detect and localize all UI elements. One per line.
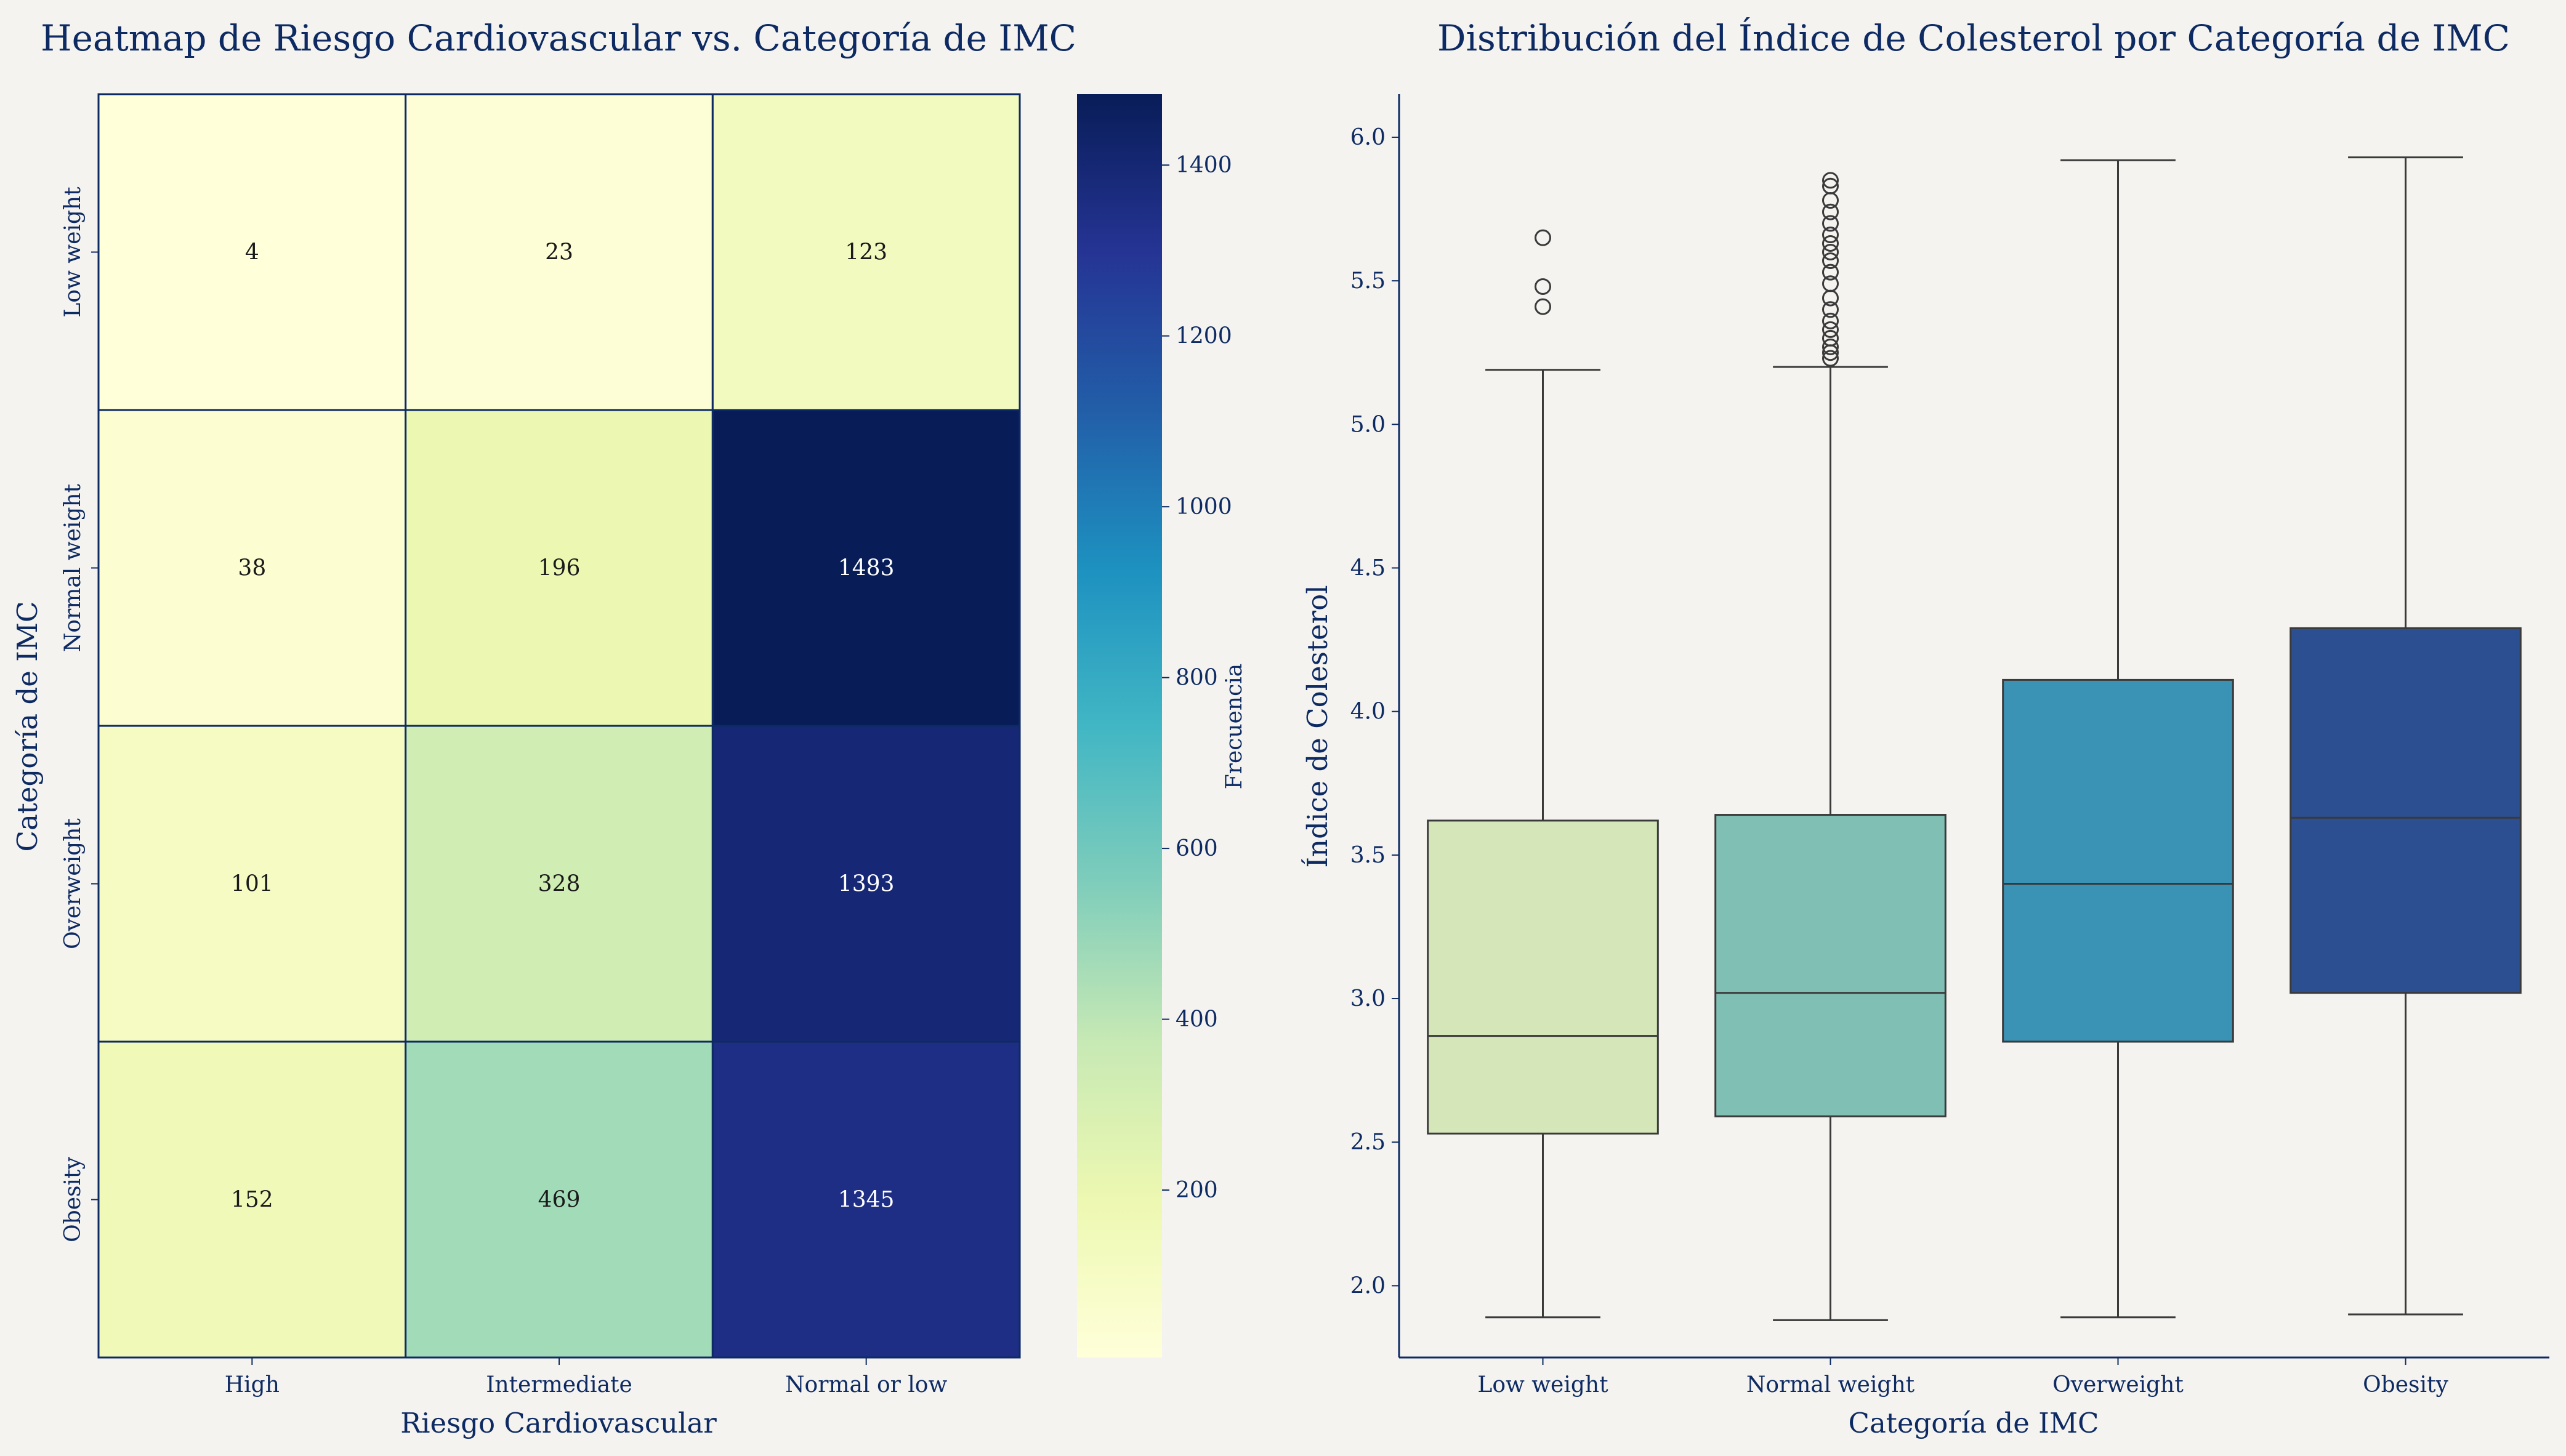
boxplot-x-tick-label: Low weight (1477, 1372, 1608, 1398)
boxplot-y-ticks: 2.0 2.5 3.0 3.5 4.0 4.5 5.0 5.5 6.0 (1350, 125, 1399, 1298)
boxplot-y-tick-label: 5.5 (1350, 268, 1386, 294)
boxplot-y-tick-label: 6.0 (1350, 125, 1386, 150)
heatmap-y-tick-label: Overweight (60, 818, 86, 949)
heatmap-cell (97, 409, 407, 727)
heatmap-cell (97, 93, 407, 411)
outlier-point (1822, 215, 1839, 232)
box-iqr (2002, 678, 2234, 1043)
heatmap-y-tick-label: Low weight (60, 187, 86, 318)
heatmap-cell-value: 196 (538, 556, 581, 581)
boxplot-x-ticks: Low weight Normal weight Overweight Obesity (1477, 1357, 2448, 1398)
box-overweight (2002, 159, 2234, 1319)
box-obesity (2290, 156, 2522, 1316)
boxplot-y-tick-label: 2.0 (1350, 1273, 1386, 1298)
heatmap-y-ticks: Low weight Normal weight Overweight Obesity (60, 187, 99, 1242)
heatmap-cell (97, 725, 407, 1043)
heatmap-cell-value: 38 (238, 556, 266, 581)
outlier-point (1822, 203, 1839, 220)
heatmap-cells: 4 23 123 38 196 1483 101 328 1393 152 469 1345 (97, 93, 1021, 1359)
heatmap-x-tick-label: High (225, 1372, 280, 1398)
colorbar-tick-label: 600 (1176, 836, 1218, 861)
heatmap-cell (711, 93, 1021, 411)
outlier-point (1535, 278, 1551, 295)
colorbar-label: Frecuencia (1222, 664, 1247, 789)
boxplot-x-axis-label: Categoría de IMC (1849, 1407, 2099, 1439)
outlier-point (1822, 235, 1839, 252)
heatmap-cell (405, 409, 714, 727)
outlier-point (1822, 252, 1839, 269)
boxplot-y-tick-label: 3.5 (1350, 843, 1386, 868)
heatmap-cell-value: 469 (538, 1188, 581, 1213)
heatmap-title: Heatmap de Riesgo Cardiovascular vs. Cat… (41, 17, 1076, 59)
box-normal-weight (1714, 172, 1947, 1321)
heatmap-cell (405, 93, 714, 411)
outlier-point (1822, 227, 1839, 244)
boxplot-x-tick-label: Obesity (2363, 1372, 2448, 1398)
heatmap-cell-value: 101 (231, 872, 273, 897)
boxplot-y-tick-label: 3.0 (1350, 986, 1386, 1012)
outlier-point (1822, 177, 1839, 195)
colorbar (1077, 94, 1162, 1357)
outlier-point (1822, 312, 1839, 329)
boxplot-title: Distribución del Índice de Colesterol po… (1437, 17, 2510, 59)
heatmap-y-axis-label: Categoría de IMC (11, 601, 44, 852)
heatmap-cell-value: 4 (245, 240, 259, 265)
outlier-point (1822, 263, 1839, 281)
heatmap-cell-value: 152 (231, 1188, 273, 1213)
outlier-point (1535, 298, 1551, 315)
heatmap-cell-value: 123 (845, 240, 887, 265)
outlier-point (1822, 329, 1839, 347)
boxplot-y-tick-label: 4.0 (1350, 699, 1386, 725)
outlier-point (1822, 338, 1839, 355)
outlier-point (1822, 244, 1839, 260)
heatmap-cell (711, 1040, 1021, 1359)
colorbar-tick-label: 1400 (1176, 153, 1232, 178)
colorbar-tick-label: 400 (1176, 1007, 1218, 1032)
outlier-point (1822, 301, 1839, 318)
outlier-point (1822, 172, 1839, 189)
box-iqr (1427, 819, 1659, 1135)
box-low-weight (1427, 229, 1659, 1319)
heatmap-x-tick-label: Normal or low (785, 1372, 947, 1398)
box-iqr (1714, 814, 1947, 1117)
heatmap-cell-value: 1393 (838, 872, 895, 897)
outlier-point (1822, 289, 1839, 307)
boxplot-y-axis-label: Índice de Colesterol (1301, 585, 1334, 867)
boxplot-y-tick-label: 4.5 (1350, 556, 1386, 581)
outlier-point (1822, 350, 1839, 367)
heatmap-panel: Heatmap de Riesgo Cardiovascular vs. Cat… (11, 17, 1247, 1439)
heatmap-cell-value: 1345 (838, 1188, 895, 1213)
outlier-point (1822, 321, 1839, 338)
boxplot-y-tick-label: 5.0 (1350, 412, 1386, 437)
outlier-point (1822, 275, 1839, 292)
colorbar-ticks: 200 400 600 800 1000 1200 1400 (1162, 153, 1232, 1203)
box-iqr (2290, 627, 2522, 994)
boxplot-panel: Distribución del Índice de Colesterol po… (1301, 17, 2549, 1439)
boxplot-x-tick-label: Overweight (2052, 1372, 2184, 1398)
heatmap-x-axis-label: Riesgo Cardiovascular (400, 1407, 717, 1439)
outlier-point (1822, 192, 1839, 209)
boxplot-x-tick-label: Normal weight (1746, 1372, 1915, 1398)
heatmap-cell (711, 409, 1021, 727)
colorbar-tick-label: 1000 (1176, 494, 1232, 520)
heatmap-cell-value: 328 (538, 872, 581, 897)
boxplot-y-tick-label: 2.5 (1350, 1130, 1386, 1155)
heatmap-y-tick-label: Obesity (60, 1157, 86, 1242)
heatmap-y-tick-label: Normal weight (60, 483, 86, 652)
colorbar-tick-label: 800 (1176, 666, 1218, 691)
heatmap-cell-value: 23 (545, 240, 573, 265)
heatmap-x-tick-label: Intermediate (486, 1372, 632, 1398)
colorbar-tick-label: 1200 (1176, 324, 1232, 349)
heatmap-cell-value: 1483 (838, 556, 895, 581)
colorbar-tick-label: 200 (1176, 1178, 1218, 1203)
heatmap-x-ticks: High Intermediate Normal or low (225, 1357, 947, 1398)
boxplot-boxes (1427, 156, 2522, 1321)
heatmap-cell (97, 1040, 407, 1359)
outlier-point (1535, 229, 1551, 246)
heatmap-cell (405, 725, 714, 1043)
